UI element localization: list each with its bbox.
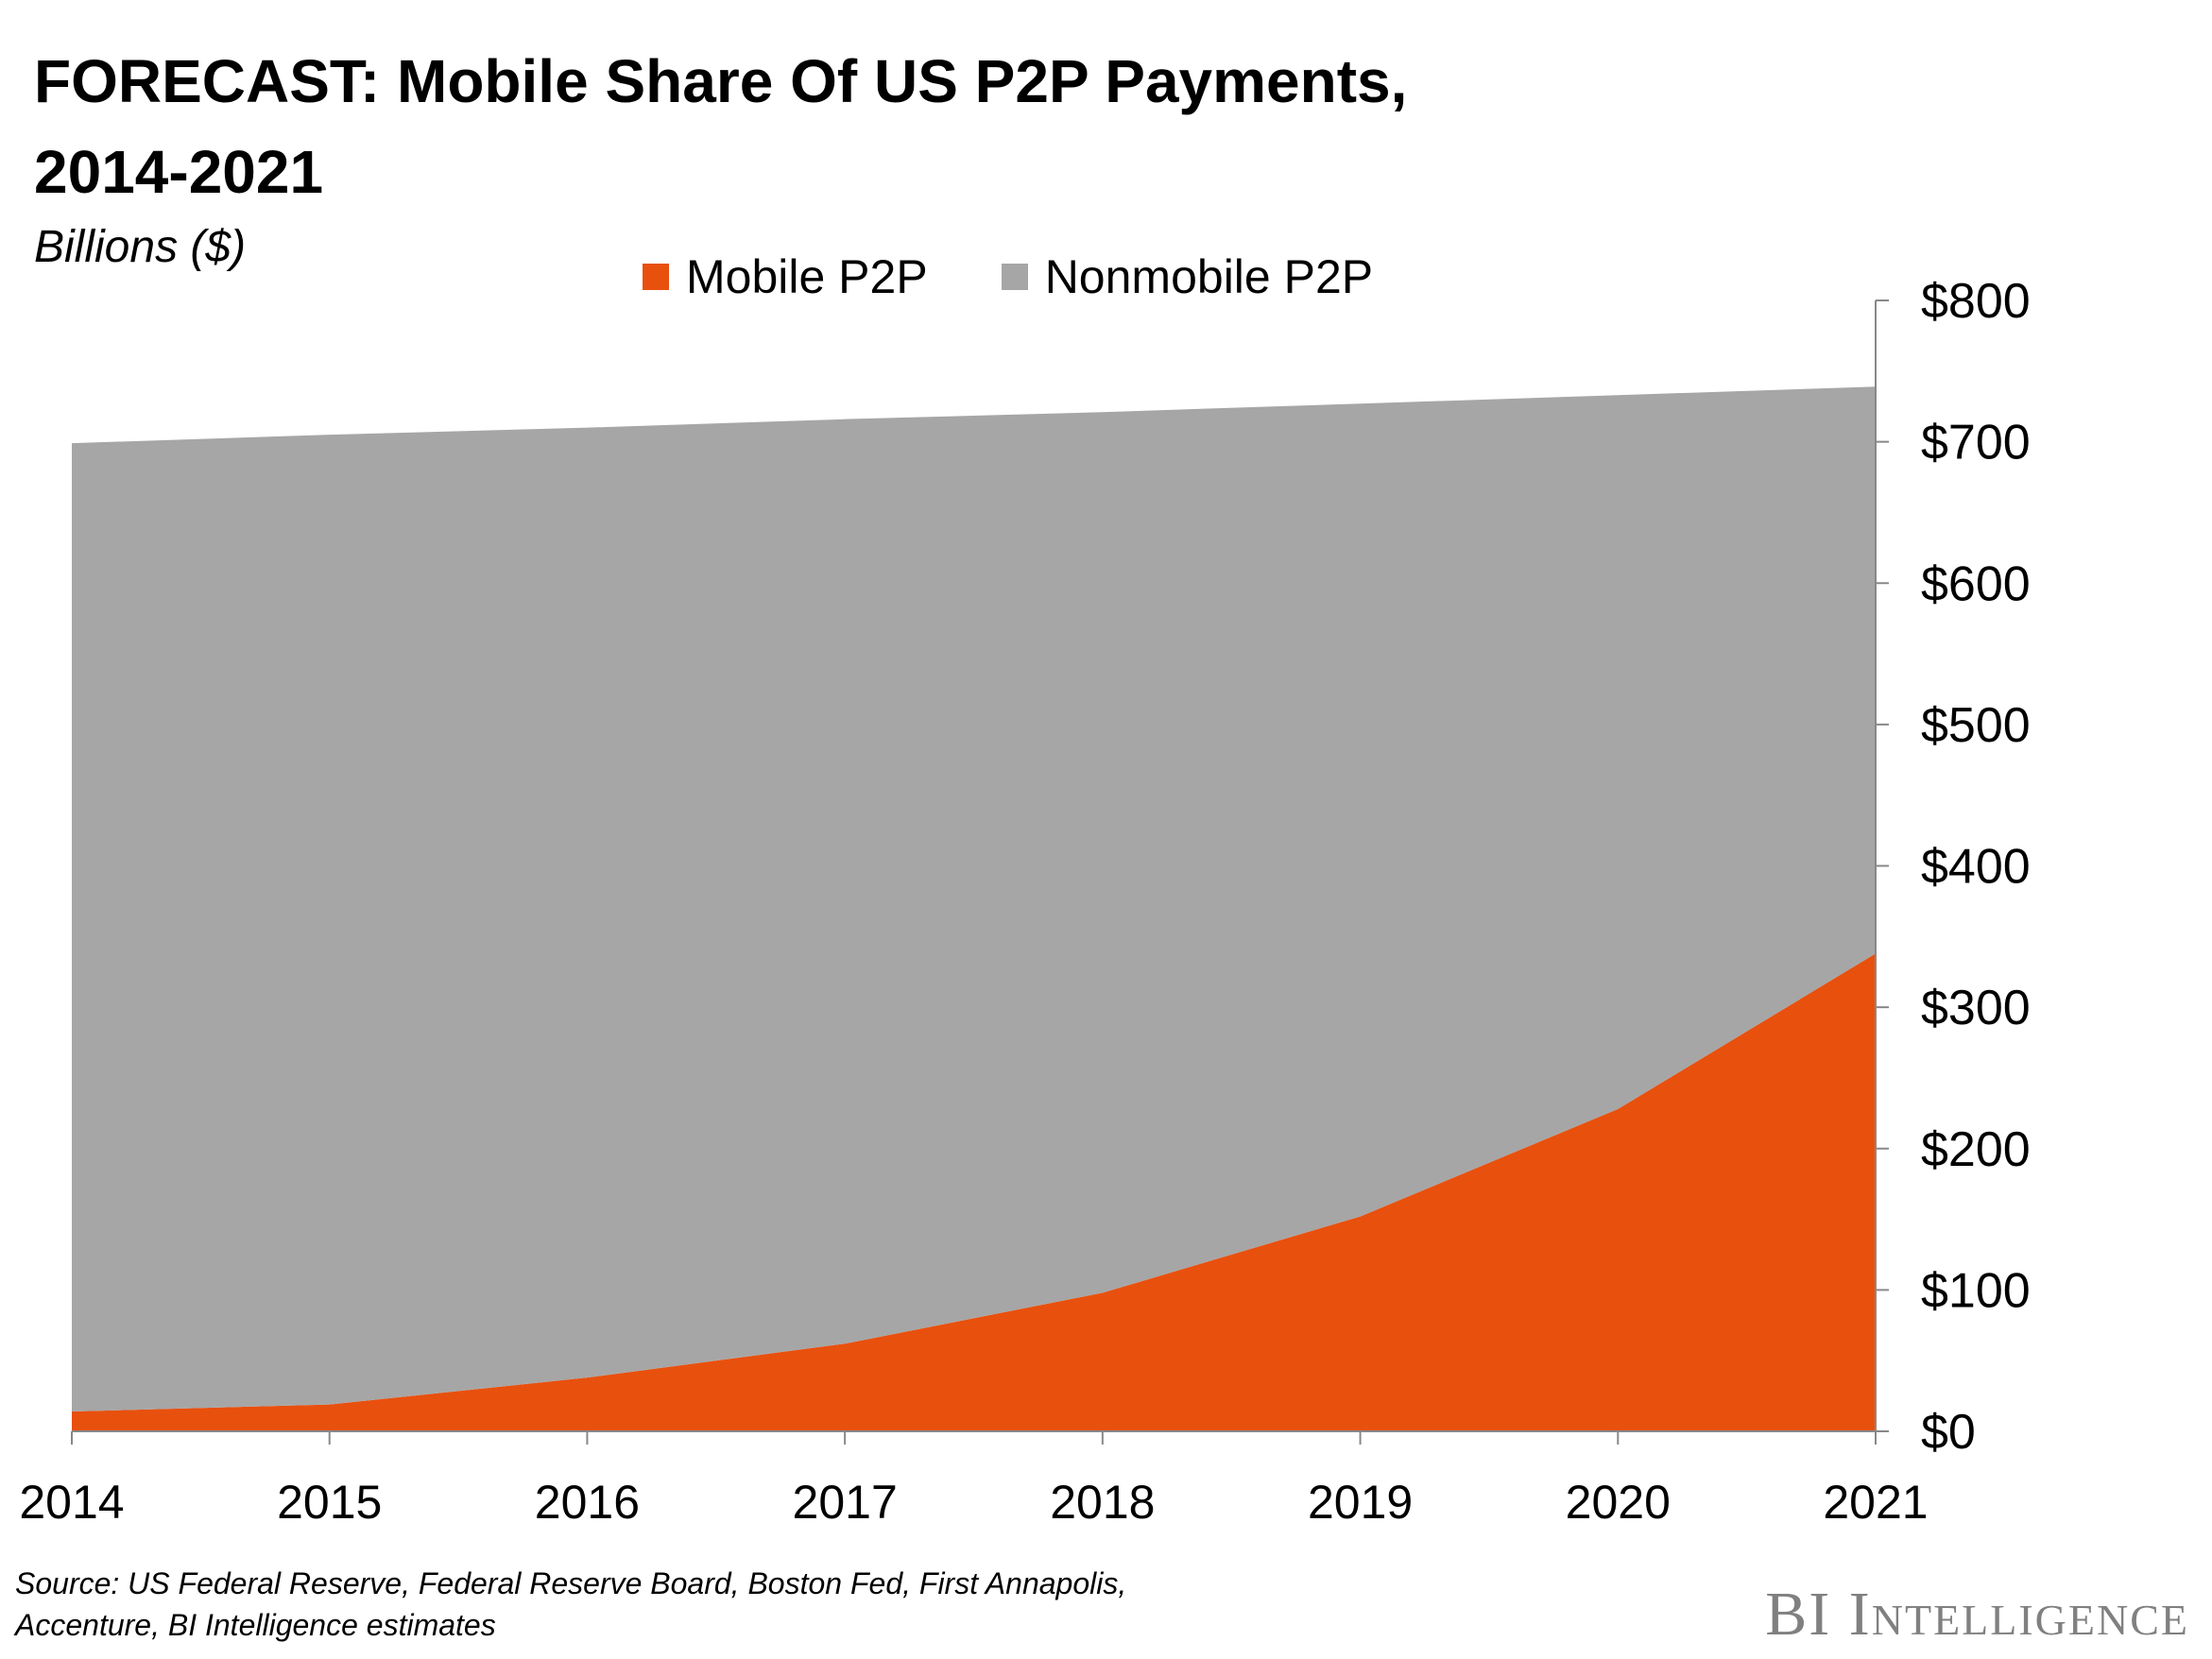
chart-title: FORECAST: Mobile Share Of US P2P Payment…	[34, 36, 1659, 217]
area-series-mobile-p2p	[72, 953, 1876, 1431]
y-tick-label: $600	[1921, 556, 2031, 611]
y-tick-label: $400	[1921, 840, 2031, 895]
legend-swatch-nonmobile	[1001, 264, 1028, 290]
x-tick-label: 2019	[1308, 1476, 1413, 1529]
y-tick-label: $100	[1921, 1263, 2031, 1318]
x-tick-label: 2020	[1566, 1476, 1671, 1529]
area-series-nonmobile-p2p	[72, 386, 1876, 1412]
chart-areas	[72, 386, 1876, 1431]
x-tick-label: 2016	[535, 1476, 640, 1529]
x-tick-label: 2015	[277, 1476, 382, 1529]
chart-legend: Mobile P2P Nonmobile P2P	[643, 244, 1447, 310]
x-tick-label: 2014	[19, 1476, 124, 1529]
y-tick-label: $200	[1921, 1122, 2031, 1177]
legend-label-nonmobile: Nonmobile P2P	[1044, 250, 1374, 303]
chart-subtitle: Billions ($)	[34, 222, 247, 272]
legend-label-mobile: Mobile P2P	[686, 250, 928, 303]
legend-item-nonmobile: Nonmobile P2P	[1001, 244, 1374, 310]
x-tick-label: 2018	[1050, 1476, 1155, 1529]
source-line-2: Accenture, BI Intelligence estimates	[15, 1608, 496, 1642]
y-tick-label: $300	[1921, 981, 2031, 1035]
chart-axes	[71, 299, 1889, 1445]
y-tick-label: $0	[1921, 1405, 1976, 1460]
source-line-1: Source: US Federal Reserve, Federal Rese…	[15, 1566, 1127, 1600]
y-tick-label: $700	[1921, 416, 2031, 470]
legend-item-mobile: Mobile P2P	[643, 244, 928, 310]
legend-swatch-mobile	[643, 264, 669, 290]
y-tick-label: $500	[1921, 698, 2031, 753]
chart-tick-labels: 2014 2015 2016 2017 2018 2019 2020 2021 $0 $100 $2…	[19, 274, 2030, 1529]
chart-title-line-1: FORECAST: Mobile Share Of US P2P Payment…	[34, 47, 1408, 115]
chart-title-line-2: 2014-2021	[34, 138, 324, 206]
x-tick-label: 2021	[1823, 1476, 1928, 1529]
y-tick-label: $800	[1921, 274, 2031, 329]
x-tick-label: 2017	[793, 1476, 898, 1529]
source-note: Source: US Federal Reserve, Federal Rese…	[15, 1563, 1126, 1646]
brand-logo: BI Intelligence	[1765, 1580, 2189, 1649]
